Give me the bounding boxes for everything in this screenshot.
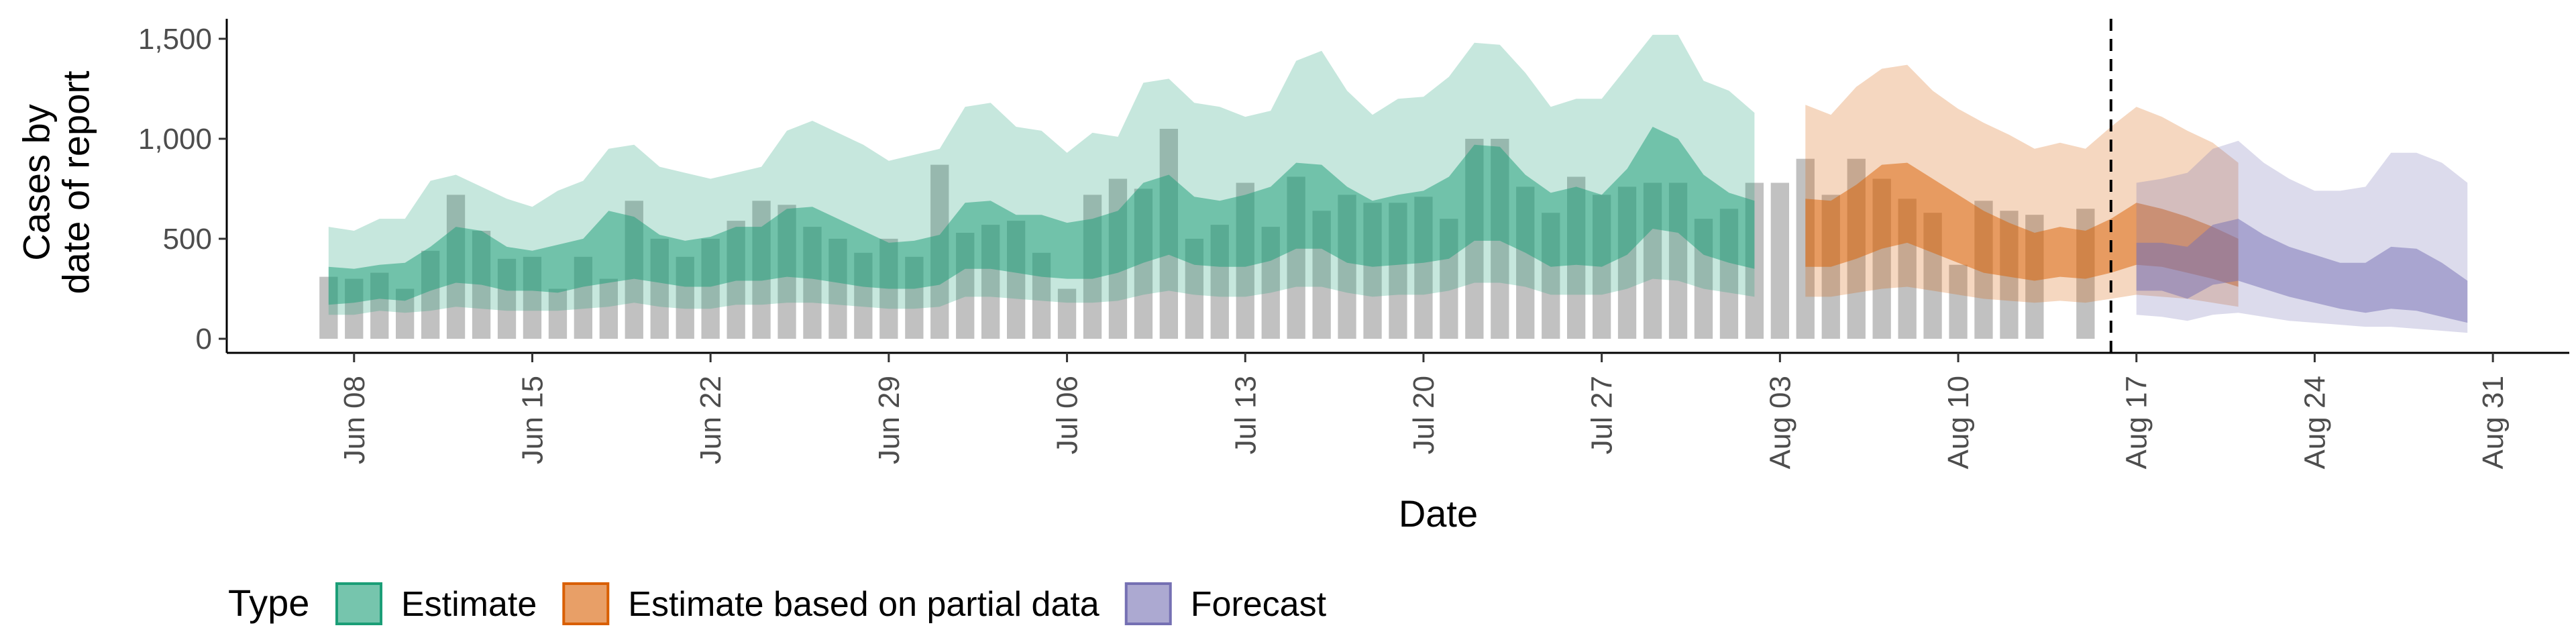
estimate-bands bbox=[328, 34, 2468, 333]
legend: Type Estimate Estimate based on partial da… bbox=[228, 582, 1327, 625]
observed-bar bbox=[1057, 288, 1077, 339]
observed-bar bbox=[1770, 182, 1789, 339]
legend-label-forecast: Forecast bbox=[1191, 585, 1327, 624]
x-tick-label: Jul 20 bbox=[1407, 376, 1440, 454]
observed-bar bbox=[599, 278, 618, 339]
forecast-band-50 bbox=[2136, 219, 2468, 323]
estimate-band-50 bbox=[328, 127, 1755, 305]
x-tick-label: Aug 10 bbox=[1942, 376, 1975, 469]
y-tick-label: 1,000 bbox=[138, 123, 212, 156]
legend-key-estimate bbox=[335, 582, 382, 625]
y-tick-label: 0 bbox=[196, 323, 212, 356]
y-axis-title: Cases bydate of report bbox=[15, 70, 97, 294]
x-tick-label: Aug 17 bbox=[2121, 376, 2153, 469]
y-tick-label: 500 bbox=[163, 223, 212, 256]
x-tick-label: Jun 29 bbox=[873, 376, 906, 464]
legend-label-estimate-based-on-partial-data: Estimate based on partial data bbox=[628, 585, 1099, 624]
y-axis-title-line: Cases by bbox=[15, 104, 58, 260]
x-tick-label: Aug 24 bbox=[2298, 376, 2331, 469]
x-tick-label: Jun 22 bbox=[694, 376, 727, 464]
legend-key-forecast bbox=[1124, 582, 1172, 625]
legend-label-estimate: Estimate bbox=[401, 585, 537, 624]
y-axis-title-line: date of report bbox=[54, 70, 97, 294]
observed-bar bbox=[548, 288, 568, 339]
y-tick-label: 1,500 bbox=[138, 23, 212, 56]
estimate-based-on-partial-data-band-50 bbox=[1805, 162, 2239, 287]
x-tick-label: Aug 03 bbox=[1764, 376, 1796, 469]
x-tick-label: Jun 08 bbox=[338, 376, 371, 464]
x-tick-label: Jul 27 bbox=[1586, 376, 1619, 454]
axis-labels: Date Cases bydate of report bbox=[15, 70, 1479, 535]
axes: 0 500 1,000 1,500 Jun 08 Jun 15 Jun 22 Jun 29 Ju… bbox=[138, 19, 2569, 469]
x-tick-label: Aug 31 bbox=[2477, 376, 2510, 469]
x-tick-label: Jun 15 bbox=[516, 376, 549, 464]
legend-key-estimate-based-on-partial-data bbox=[562, 582, 610, 625]
x-axis-title: Date bbox=[1399, 492, 1478, 535]
x-tick-label: Jul 13 bbox=[1229, 376, 1262, 454]
legend-title: Type bbox=[228, 582, 309, 624]
observed-bar bbox=[1949, 264, 1968, 339]
x-tick-label: Jul 06 bbox=[1051, 376, 1084, 454]
